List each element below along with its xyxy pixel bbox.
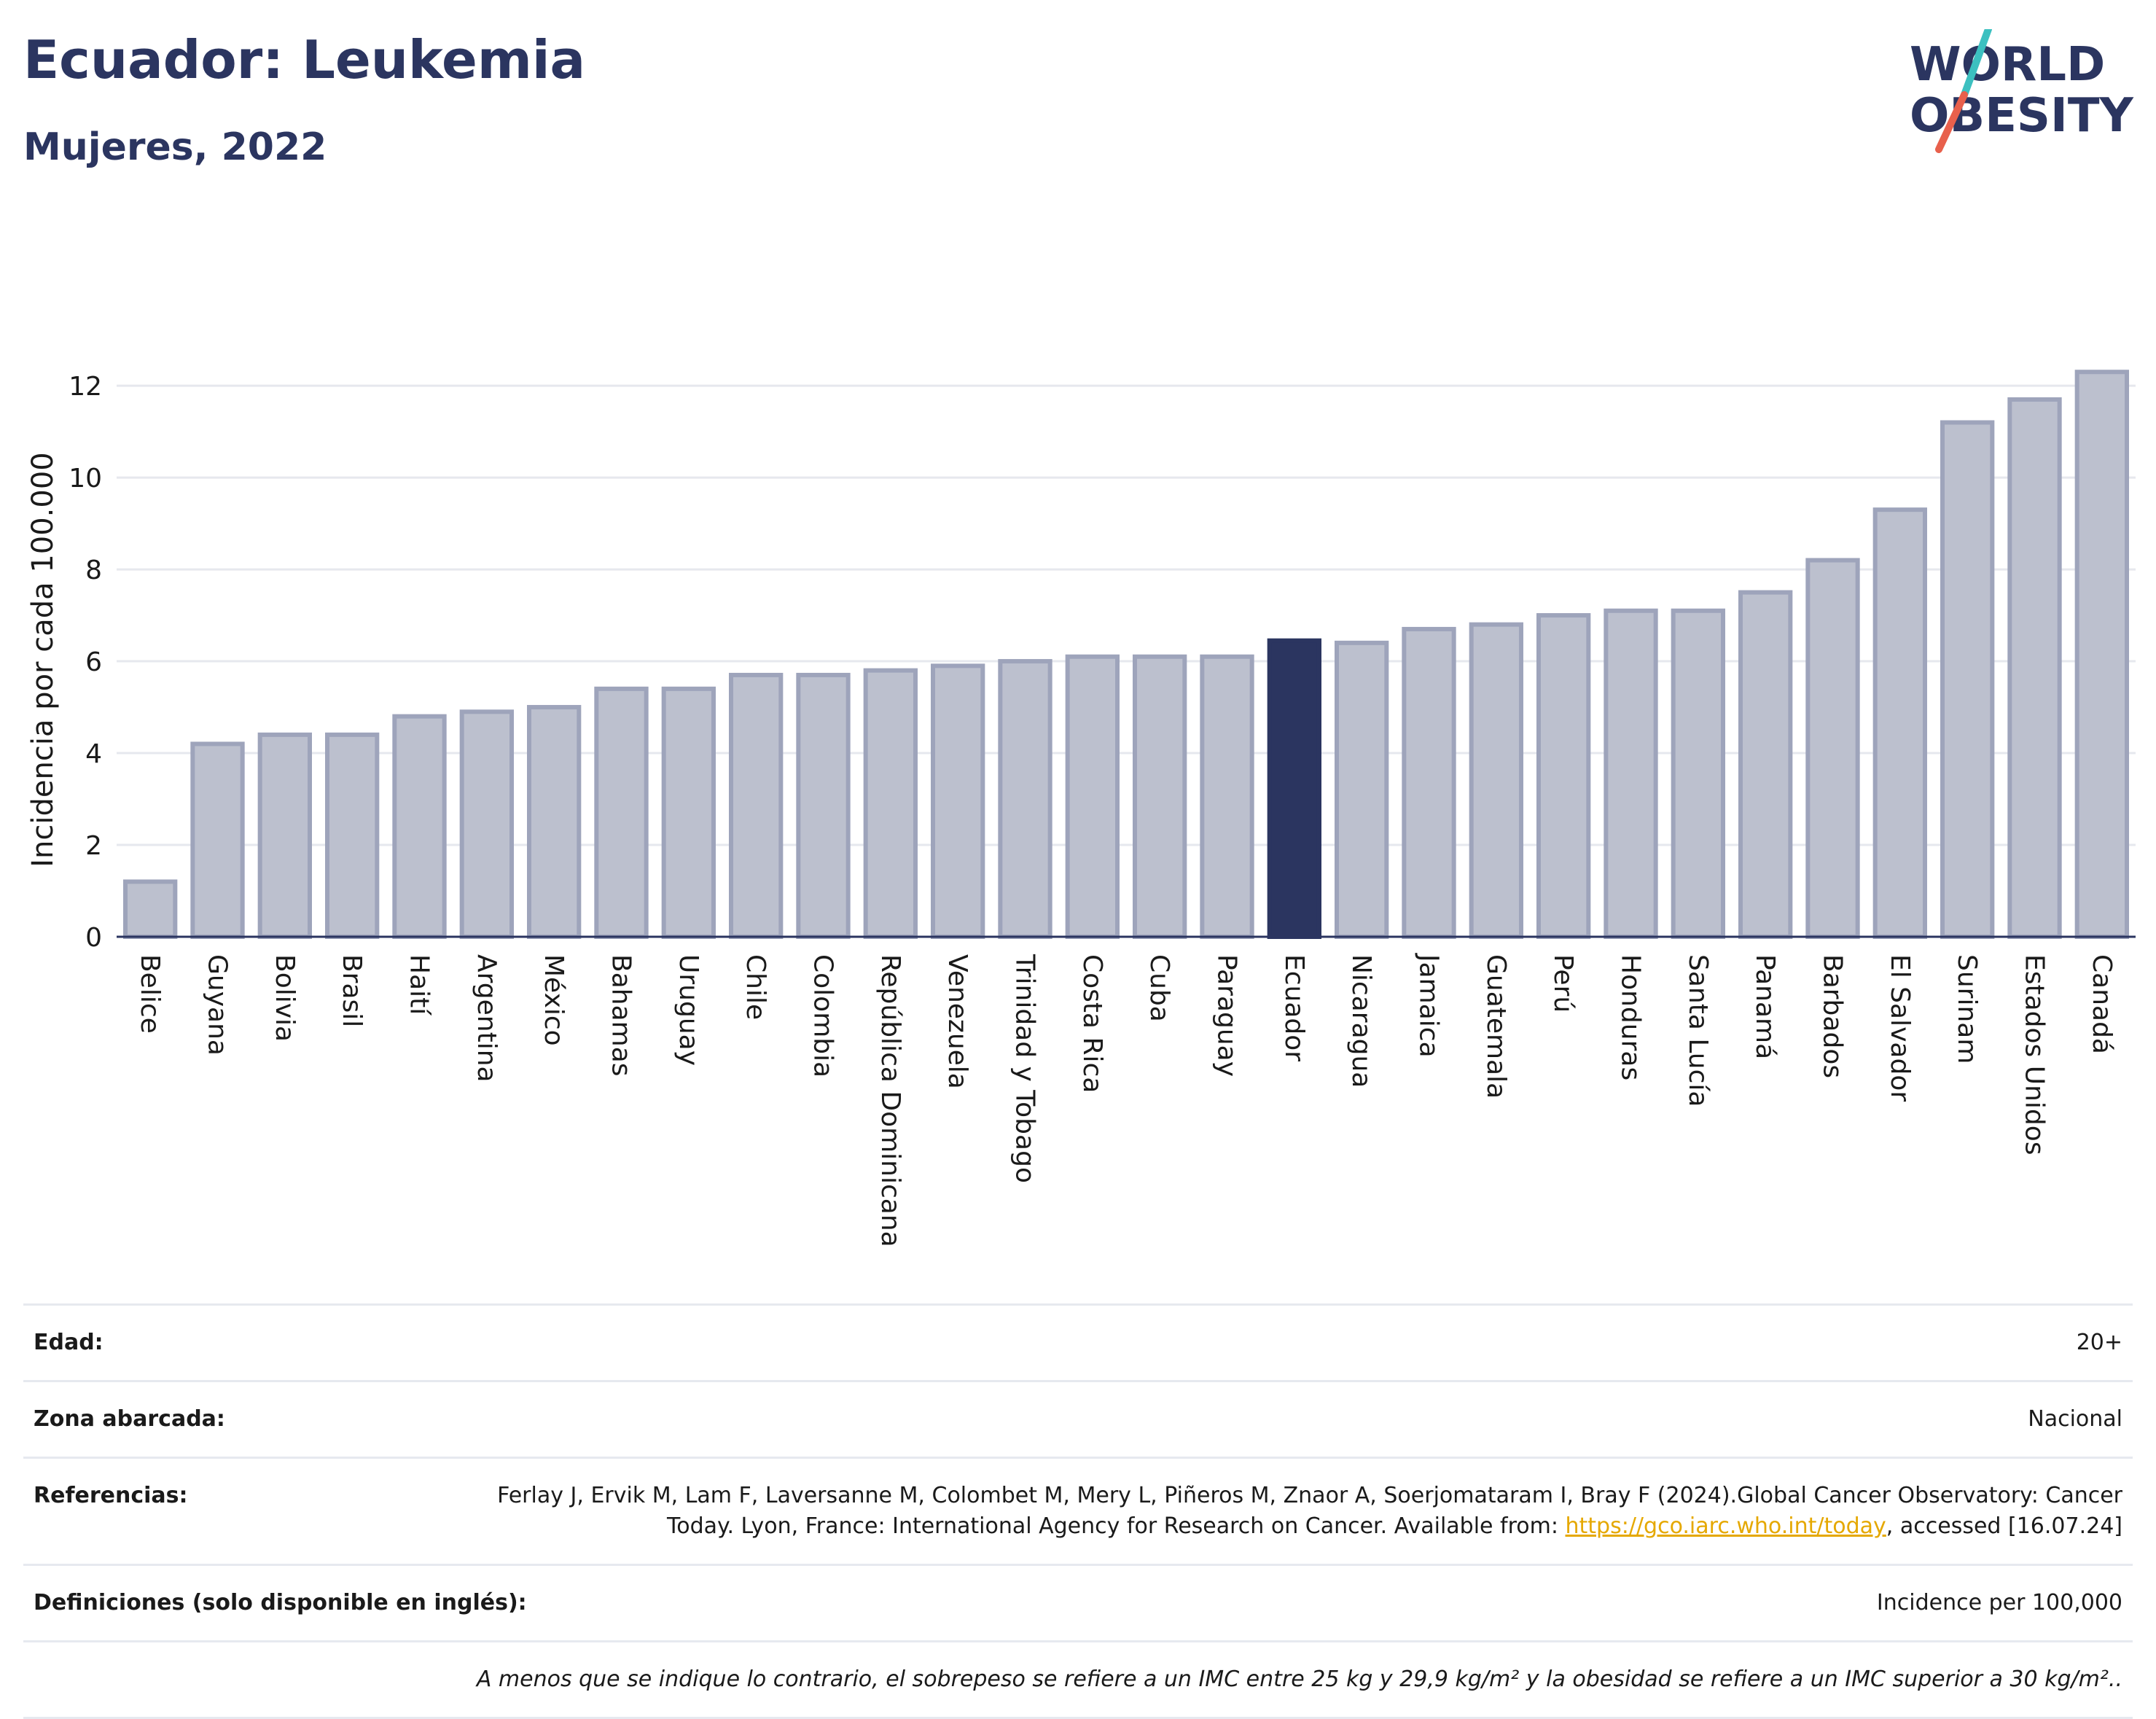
bar <box>1872 507 1927 939</box>
bar <box>2074 370 2129 940</box>
x-tick-label: Santa Lucía <box>1683 954 1713 1107</box>
info-row-references: Referencias: Ferlay J, Ervik M, Lam F, L… <box>23 1457 2133 1564</box>
bars <box>123 370 2129 940</box>
info-row-definitions: Definiciones (solo disponible en inglés)… <box>23 1564 2133 1640</box>
y-tick-label: 2 <box>85 831 102 861</box>
bar <box>1200 654 1254 940</box>
bar <box>1133 654 1187 940</box>
x-tick-label: Colombia <box>808 954 838 1077</box>
x-tick-label: Guatemala <box>1481 954 1511 1099</box>
x-tick-label: Venezuela <box>942 954 972 1089</box>
bar <box>661 686 716 939</box>
references-label: Referencias: <box>34 1483 188 1508</box>
age-label: Edad: <box>34 1330 103 1355</box>
bar <box>257 732 312 939</box>
x-tick-label: Brasil <box>337 954 367 1027</box>
grid-lines <box>117 384 2136 846</box>
x-tick-label: Paraguay <box>1212 954 1242 1077</box>
y-tick-label: 10 <box>69 464 102 494</box>
bar <box>1402 626 1456 939</box>
bar <box>123 879 178 939</box>
zone-label: Zona abarcada: <box>34 1406 225 1432</box>
page-title: Ecuador: Leukemia <box>23 29 586 90</box>
x-tick-labels: Belice Guyana Bolivia Brasil Haití Argentina M… <box>135 953 2117 1247</box>
bar <box>998 659 1052 939</box>
x-tick-label: Barbados <box>1818 954 1848 1078</box>
bar <box>527 705 582 939</box>
x-tick-label: Honduras <box>1616 954 1646 1080</box>
x-tick-label: Bahamas <box>606 954 636 1077</box>
info-table: Edad: 20+ Zona abarcada: Nacional Refere… <box>23 1303 2133 1719</box>
definitions-value: Incidence per 100,000 <box>1876 1590 2122 1615</box>
bar <box>729 672 784 939</box>
bar <box>1469 622 1523 940</box>
bar <box>594 686 649 939</box>
x-tick-label: El Salvador <box>1885 954 1915 1102</box>
y-tick-label: 4 <box>85 739 102 769</box>
y-axis-label: Incidencia por cada 100.000 <box>26 452 60 868</box>
bar <box>1738 590 1793 940</box>
info-row-note: A menos que se indique lo contrario, el … <box>23 1640 2133 1719</box>
x-tick-label: Panamá <box>1750 954 1780 1059</box>
logo-slash-top <box>1961 29 1992 98</box>
bar <box>1335 640 1389 939</box>
bar <box>1805 558 1860 940</box>
logo-slash-bottom <box>1935 91 1968 153</box>
x-tick-label: Costa Rica <box>1077 954 1107 1093</box>
y-tick-label: 8 <box>85 556 102 585</box>
bar <box>1940 420 1995 940</box>
x-tick-label: Bolivia <box>270 954 300 1042</box>
info-row-zone: Zona abarcada: Nacional <box>23 1380 2133 1457</box>
y-tick-label: 12 <box>69 372 102 402</box>
x-tick-label: México <box>539 954 569 1046</box>
bar-highlight <box>1267 638 1321 940</box>
y-tick-labels: 0 2 4 6 8 10 12 <box>69 372 102 953</box>
bar <box>1671 608 1725 939</box>
references-link[interactable]: https://gco.iarc.who.int/today <box>1565 1513 1886 1539</box>
y-tick-label: 6 <box>85 647 102 677</box>
bar <box>325 732 380 939</box>
x-tick-label: Nicaragua <box>1346 954 1376 1088</box>
x-tick-label: República Dominicana <box>875 954 905 1247</box>
x-tick-label: Argentina <box>472 954 501 1083</box>
bmi-note: A menos que se indique lo contrario, el … <box>476 1667 2122 1692</box>
x-tick-label: Canadá <box>2087 954 2117 1054</box>
bar-chart: 0 2 4 6 8 10 12 Belice Guyana Bolivia Brasil Haití… <box>26 370 2136 1247</box>
bar <box>796 672 851 939</box>
references-text-2: , accessed [16.07.24] <box>1886 1513 2122 1539</box>
x-tick-label: Surinam <box>1952 954 1982 1064</box>
page-subtitle: Mujeres, 2022 <box>23 125 327 169</box>
references-value: Ferlay J, Ervik M, Lam F, Laversanne M, … <box>446 1481 2122 1542</box>
world-obesity-logo: WORLD OBESITY <box>1910 29 2133 153</box>
info-row-age: Edad: 20+ <box>23 1303 2133 1380</box>
x-tick-label: Jamaica <box>1414 953 1444 1058</box>
bar <box>1065 654 1120 940</box>
bar <box>931 663 985 939</box>
x-tick-label: Perú <box>1548 954 1578 1013</box>
bar <box>1536 613 1591 939</box>
x-tick-label: Chile <box>741 954 770 1020</box>
age-value: 20+ <box>2076 1330 2122 1355</box>
y-tick-label: 0 <box>85 923 102 953</box>
x-tick-label: Uruguay <box>673 954 703 1066</box>
bar <box>863 668 918 940</box>
x-tick-label: Trinidad y Tobago <box>1010 954 1040 1183</box>
x-tick-label: Guyana <box>203 954 233 1056</box>
x-tick-label: Haití <box>405 954 434 1016</box>
x-tick-label: Estados Unidos <box>2020 954 2050 1155</box>
bar <box>190 741 245 939</box>
definitions-label: Definiciones (solo disponible en inglés)… <box>34 1590 527 1615</box>
bar <box>1604 608 1658 939</box>
references-text-1: Ferlay J, Ervik M, Lam F, Laversanne M, … <box>497 1483 2122 1539</box>
zone-value: Nacional <box>2028 1406 2122 1432</box>
logo-line-1: WORLD <box>1910 38 2105 92</box>
x-tick-label: Cuba <box>1144 954 1174 1022</box>
x-tick-label: Ecuador <box>1279 954 1309 1061</box>
bar <box>459 709 514 939</box>
bar <box>392 714 447 940</box>
x-tick-label: Belice <box>135 954 165 1034</box>
bar <box>2007 397 2062 939</box>
